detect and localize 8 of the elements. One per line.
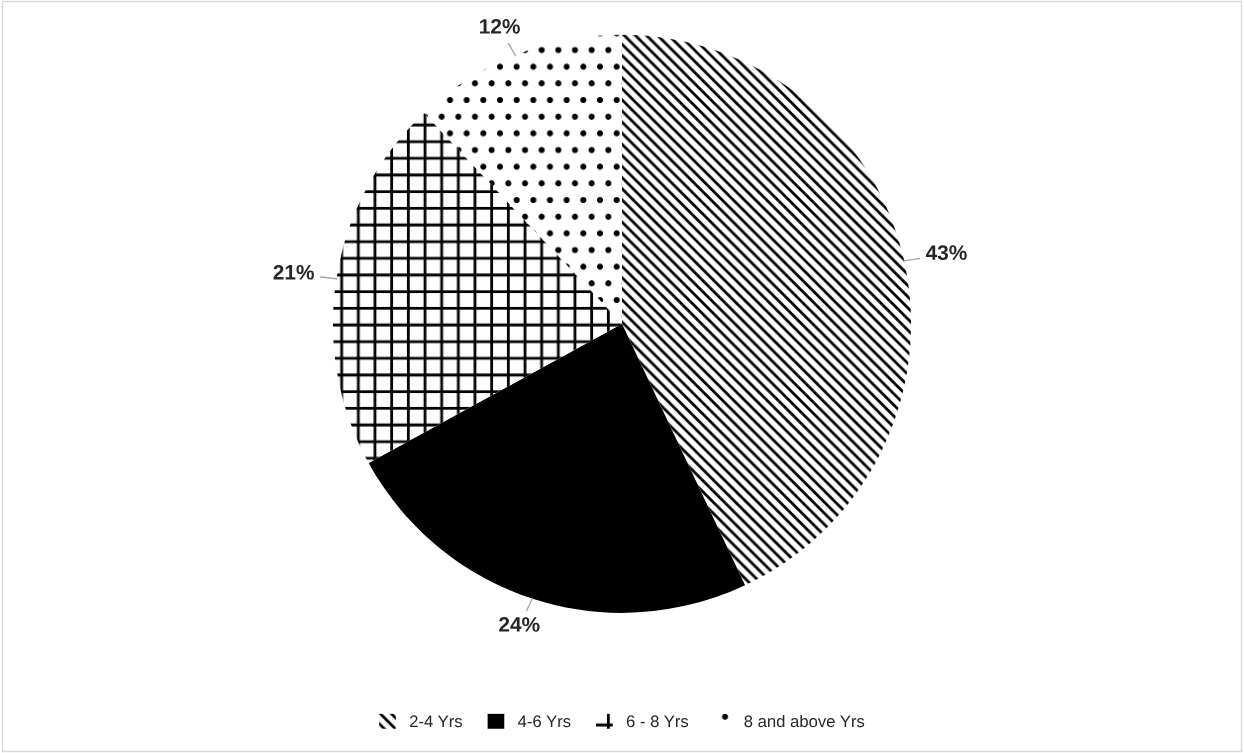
- legend-label: 2-4 Yrs: [410, 715, 463, 728]
- legend-label: 6 - 8 Yrs: [626, 715, 689, 728]
- data-label: 43%: [925, 245, 967, 261]
- legend-label: 8 and above Yrs: [744, 714, 865, 728]
- data-label: 21%: [273, 264, 314, 280]
- data-label: 12%: [480, 18, 520, 34]
- legend-label: 4-6 Yrs: [518, 715, 571, 728]
- data-label: 24%: [499, 617, 540, 632]
